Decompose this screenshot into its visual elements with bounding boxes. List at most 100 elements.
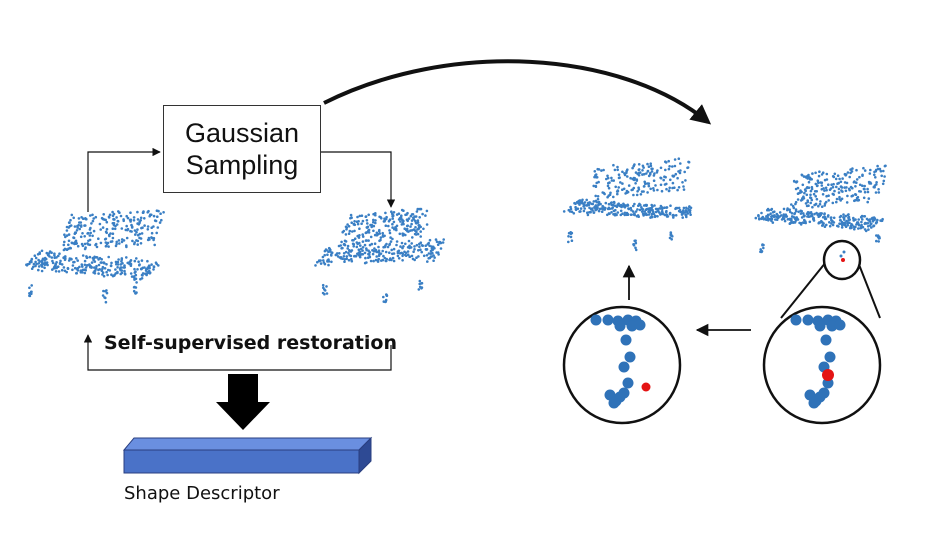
point — [410, 222, 413, 226]
point — [98, 222, 102, 226]
point — [855, 181, 858, 184]
point — [80, 263, 84, 266]
point — [88, 255, 92, 259]
point — [110, 261, 113, 265]
point — [616, 168, 619, 172]
point — [578, 203, 581, 206]
point — [424, 244, 428, 247]
point — [668, 211, 672, 215]
point — [621, 182, 624, 185]
point — [677, 206, 681, 210]
point — [617, 176, 621, 180]
point — [767, 219, 770, 222]
point — [68, 221, 71, 225]
point — [596, 197, 600, 201]
point — [367, 228, 371, 232]
point — [616, 192, 619, 196]
point — [136, 218, 140, 221]
point — [359, 253, 362, 257]
point — [810, 212, 814, 216]
point — [101, 294, 105, 297]
point — [857, 222, 860, 226]
point — [804, 189, 807, 193]
point — [90, 222, 93, 225]
point — [125, 224, 128, 228]
point — [788, 210, 792, 214]
point — [833, 189, 836, 193]
point — [621, 204, 624, 208]
point — [314, 264, 317, 267]
point — [417, 226, 421, 229]
point — [344, 233, 348, 236]
point — [384, 211, 387, 215]
point — [648, 207, 652, 210]
point — [881, 182, 885, 186]
point — [594, 185, 598, 188]
point — [821, 224, 824, 227]
point — [842, 213, 845, 216]
point — [417, 249, 420, 252]
point — [589, 210, 592, 214]
point — [341, 230, 345, 234]
point — [629, 176, 632, 180]
point — [650, 212, 654, 216]
point — [357, 236, 361, 239]
point — [868, 182, 871, 185]
point — [356, 215, 359, 219]
point — [866, 225, 870, 228]
point — [820, 212, 823, 215]
point — [609, 201, 613, 205]
point — [376, 260, 380, 263]
point — [101, 226, 105, 229]
point — [414, 226, 417, 229]
point — [369, 235, 373, 239]
point — [111, 210, 114, 214]
point — [629, 213, 633, 216]
point — [132, 219, 136, 222]
point — [869, 168, 872, 172]
point — [832, 182, 835, 186]
point — [634, 246, 637, 250]
point — [806, 215, 809, 218]
point — [613, 213, 617, 217]
point — [120, 266, 123, 269]
point — [831, 185, 835, 189]
point — [597, 201, 601, 205]
point — [802, 212, 805, 215]
point — [618, 361, 630, 373]
point — [866, 200, 869, 204]
point — [105, 270, 108, 274]
point — [836, 224, 839, 228]
point — [83, 263, 87, 267]
point — [349, 254, 353, 258]
point — [794, 187, 798, 191]
point — [674, 214, 678, 217]
point — [835, 197, 839, 201]
point — [850, 222, 853, 226]
point — [323, 262, 327, 266]
point — [627, 184, 631, 187]
point — [419, 230, 423, 233]
point — [673, 158, 677, 161]
point — [122, 218, 125, 221]
point — [365, 219, 369, 222]
point — [422, 254, 426, 258]
point — [358, 227, 361, 230]
point — [97, 258, 100, 261]
point — [805, 193, 809, 197]
point — [103, 267, 107, 270]
point — [638, 168, 641, 171]
point — [419, 248, 422, 251]
point — [148, 238, 151, 241]
point — [664, 175, 667, 179]
point — [572, 212, 576, 215]
point — [347, 258, 351, 262]
point — [132, 216, 136, 219]
point — [592, 211, 596, 214]
point — [138, 220, 141, 223]
point — [608, 397, 620, 409]
point — [612, 209, 616, 213]
point — [860, 220, 863, 224]
point — [38, 251, 41, 254]
